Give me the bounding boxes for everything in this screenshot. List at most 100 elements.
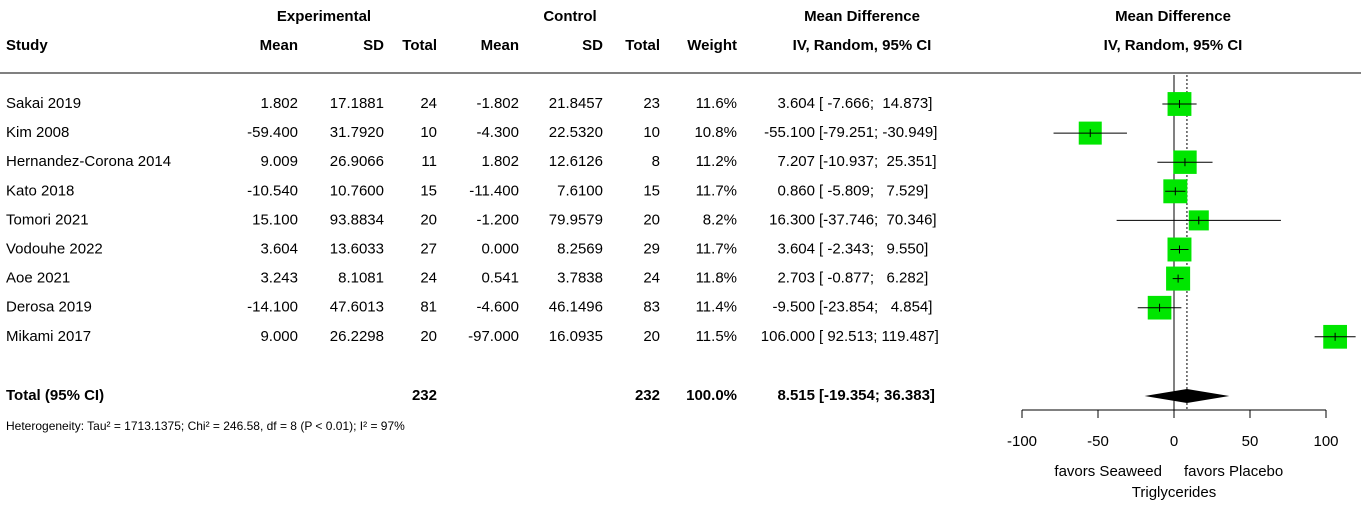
table-cell: 23 bbox=[643, 95, 660, 112]
column-header: Mean bbox=[260, 37, 298, 54]
weight: 11.7% bbox=[696, 182, 737, 199]
table-cell: 10 bbox=[643, 124, 660, 141]
table-cell: 7.6100 bbox=[557, 182, 603, 199]
table-cell: 20 bbox=[420, 328, 437, 345]
md-value: 106.000 bbox=[761, 328, 815, 345]
column-header: SD bbox=[363, 37, 384, 54]
x-tick-label: 50 bbox=[1242, 433, 1259, 450]
weight: 11.5% bbox=[696, 328, 737, 345]
weight: 11.8% bbox=[696, 270, 737, 287]
table-cell: 17.1881 bbox=[330, 95, 384, 112]
table-cell: 46.1496 bbox=[549, 299, 603, 316]
study-name: Sakai 2019 bbox=[6, 95, 81, 112]
md-ci: [ -5.809; 7.529] bbox=[819, 182, 928, 199]
study-name: Hernandez-Corona 2014 bbox=[6, 153, 171, 170]
md-ci: [ -7.666; 14.873] bbox=[819, 95, 932, 112]
table-cell: 31.7920 bbox=[330, 124, 384, 141]
md-value: 3.604 bbox=[777, 240, 815, 257]
table-cell: 11 bbox=[421, 153, 437, 170]
table-cell: 15.100 bbox=[252, 211, 298, 228]
column-header: Mean bbox=[481, 37, 519, 54]
md-ci: [ -0.877; 6.282] bbox=[819, 270, 928, 287]
study-name: Derosa 2019 bbox=[6, 299, 92, 316]
table-cell: 22.5320 bbox=[549, 124, 603, 141]
study-name: Mikami 2017 bbox=[6, 328, 91, 345]
total-n: 232 bbox=[635, 387, 660, 404]
table-cell: 8 bbox=[652, 153, 660, 170]
table-cell: 1.802 bbox=[481, 153, 519, 170]
md-value: 3.604 bbox=[777, 95, 815, 112]
table-cell: 26.2298 bbox=[330, 328, 384, 345]
heterogeneity: Heterogeneity: Tau² = 1713.1375; Chi² = … bbox=[6, 419, 405, 433]
table-cell: -1.200 bbox=[476, 211, 519, 228]
table-cell: 15 bbox=[420, 182, 437, 199]
md-value: -55.100 bbox=[764, 124, 815, 141]
table-cell: 3.243 bbox=[260, 270, 298, 287]
table-cell: 0.541 bbox=[481, 270, 519, 287]
weight: 11.2% bbox=[696, 153, 737, 170]
x-tick-label: -100 bbox=[1007, 433, 1037, 450]
table-cell: -10.540 bbox=[247, 182, 298, 199]
column-header: Study bbox=[6, 37, 48, 54]
weight: 11.7% bbox=[696, 240, 737, 257]
table-cell: 0.000 bbox=[481, 240, 519, 257]
study-name: Tomori 2021 bbox=[6, 211, 89, 228]
table-cell: 15 bbox=[643, 182, 660, 199]
total-md: 8.515 bbox=[777, 387, 815, 404]
pooled-diamond bbox=[1144, 389, 1230, 403]
table-cell: 8.2569 bbox=[557, 240, 603, 257]
table-cell: -97.000 bbox=[468, 328, 519, 345]
md-ci: [-23.854; 4.854] bbox=[819, 299, 932, 316]
column-header: SD bbox=[582, 37, 603, 54]
header-group: Mean Difference bbox=[1115, 8, 1231, 25]
total-weight: 100.0% bbox=[686, 387, 737, 404]
column-header: IV, Random, 95% CI bbox=[793, 37, 932, 54]
table-cell: 24 bbox=[420, 95, 437, 112]
table-cell: 93.8834 bbox=[330, 211, 384, 228]
x-tick-label: 0 bbox=[1170, 433, 1178, 450]
md-ci: [ 92.513; 119.487] bbox=[819, 328, 939, 345]
md-value: 16.300 bbox=[769, 211, 815, 228]
table-cell: 10.7600 bbox=[330, 182, 384, 199]
column-header: Total bbox=[625, 37, 660, 54]
column-header: Total bbox=[402, 37, 437, 54]
total-n: 232 bbox=[412, 387, 437, 404]
table-cell: 83 bbox=[643, 299, 660, 316]
md-ci: [-79.251; -30.949] bbox=[819, 124, 937, 141]
total-ci: [-19.354; 36.383] bbox=[819, 387, 935, 404]
table-cell: 8.1081 bbox=[338, 270, 384, 287]
table-cell: 10 bbox=[420, 124, 437, 141]
column-header: IV, Random, 95% CI bbox=[1104, 37, 1243, 54]
md-value: 0.860 bbox=[777, 182, 815, 199]
table-cell: 12.6126 bbox=[549, 153, 603, 170]
md-ci: [ -2.343; 9.550] bbox=[819, 240, 928, 257]
header-group: Control bbox=[543, 8, 596, 25]
table-cell: 16.0935 bbox=[549, 328, 603, 345]
weight: 8.2% bbox=[703, 211, 737, 228]
total-label: Total (95% CI) bbox=[6, 387, 104, 404]
x-right-label: favors Placebo bbox=[1184, 463, 1283, 480]
table-cell: 26.9066 bbox=[330, 153, 384, 170]
study-name: Aoe 2021 bbox=[6, 270, 70, 287]
table-cell: 9.009 bbox=[260, 153, 298, 170]
table-cell: 47.6013 bbox=[330, 299, 384, 316]
table-cell: -11.400 bbox=[469, 182, 519, 199]
x-tick-label: 100 bbox=[1313, 433, 1338, 450]
md-value: 2.703 bbox=[777, 270, 815, 287]
x-left-label: favors Seaweed bbox=[1054, 463, 1162, 480]
md-ci: [-37.746; 70.346] bbox=[819, 211, 937, 228]
table-cell: -1.802 bbox=[476, 95, 519, 112]
weight: 11.6% bbox=[696, 95, 737, 112]
table-cell: 1.802 bbox=[260, 95, 298, 112]
table-cell: 3.604 bbox=[260, 240, 298, 257]
table-cell: 27 bbox=[420, 240, 437, 257]
table-cell: 21.8457 bbox=[549, 95, 603, 112]
table-cell: -14.100 bbox=[247, 299, 298, 316]
table-cell: 79.9579 bbox=[549, 211, 603, 228]
table-cell: 3.7838 bbox=[557, 270, 603, 287]
table-cell: 20 bbox=[420, 211, 437, 228]
header-group: Mean Difference bbox=[804, 8, 920, 25]
md-value: -9.500 bbox=[772, 299, 815, 316]
x-tick-label: -50 bbox=[1087, 433, 1109, 450]
